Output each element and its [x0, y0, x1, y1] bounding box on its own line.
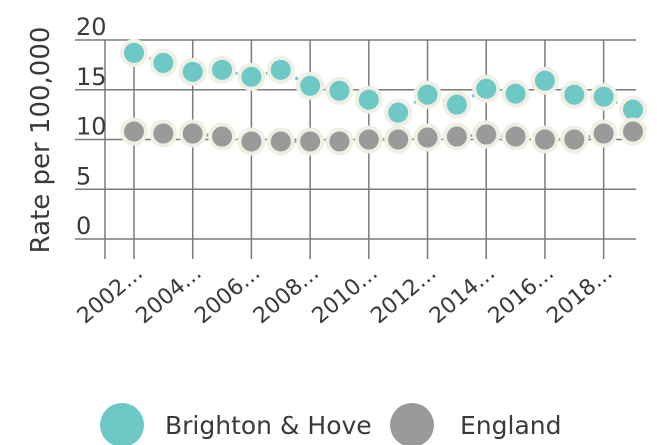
- data-point: [149, 119, 178, 148]
- data-point: [237, 62, 266, 91]
- data-point: [208, 122, 237, 151]
- legend-swatch: [390, 403, 434, 445]
- data-point: [384, 98, 413, 127]
- data-point: [442, 122, 471, 151]
- data-point: [560, 125, 589, 154]
- data-point: [501, 79, 530, 108]
- x-tick-label: 2018...: [542, 260, 617, 329]
- data-point: [589, 82, 618, 111]
- x-tick-label: 2002...: [73, 260, 148, 329]
- data-point: [560, 80, 589, 109]
- series-brighton-hove: [120, 38, 647, 127]
- x-tick-label: 2012...: [366, 260, 441, 329]
- data-point: [354, 125, 383, 154]
- y-axis-title: Rate per 100,000: [26, 27, 56, 254]
- x-axis-ticks: 2002...2004...2006...2008...2010...2012.…: [73, 260, 618, 329]
- legend-label: Brighton & Hove: [165, 411, 372, 440]
- data-point: [530, 66, 559, 95]
- data-point: [208, 55, 237, 84]
- data-point: [472, 120, 501, 149]
- x-tick-label: 2014...: [425, 260, 500, 329]
- data-point: [472, 74, 501, 103]
- x-tick-label: 2008...: [249, 260, 324, 329]
- data-point: [120, 38, 148, 67]
- data-point: [178, 119, 207, 148]
- data-point: [384, 125, 413, 154]
- data-point: [296, 71, 325, 100]
- data-point: [120, 117, 148, 146]
- y-tick-label: 0: [76, 212, 91, 240]
- y-tick-label: 20: [76, 13, 107, 41]
- data-point: [442, 90, 471, 119]
- data-point: [237, 127, 266, 156]
- y-tick-label: 15: [76, 63, 107, 91]
- data-point: [296, 127, 325, 156]
- legend: Brighton & Hove England: [100, 403, 562, 445]
- series-england: [120, 117, 647, 156]
- data-point: [619, 117, 647, 146]
- data-point: [266, 127, 295, 156]
- x-tick-label: 2016...: [484, 260, 559, 329]
- data-point: [325, 127, 354, 156]
- x-tick-label: 2006...: [190, 260, 265, 329]
- data-point: [530, 125, 559, 154]
- data-point: [354, 85, 383, 114]
- y-tick-label: 5: [76, 162, 91, 190]
- data-point: [178, 57, 207, 86]
- x-tick-label: 2004...: [132, 260, 207, 329]
- data-point: [266, 55, 295, 84]
- data-point: [413, 80, 442, 109]
- data-point: [413, 123, 442, 152]
- y-axis-ticks: 0 5 10 15 20: [76, 13, 107, 240]
- data-point: [149, 48, 178, 77]
- data-point: [325, 76, 354, 105]
- data-point: [589, 119, 618, 148]
- legend-label: England: [460, 411, 562, 440]
- series-group: [120, 38, 647, 156]
- legend-swatch: [100, 403, 144, 445]
- y-tick-label: 10: [76, 113, 107, 141]
- x-tick-label: 2010...: [308, 260, 383, 329]
- data-point: [501, 122, 530, 151]
